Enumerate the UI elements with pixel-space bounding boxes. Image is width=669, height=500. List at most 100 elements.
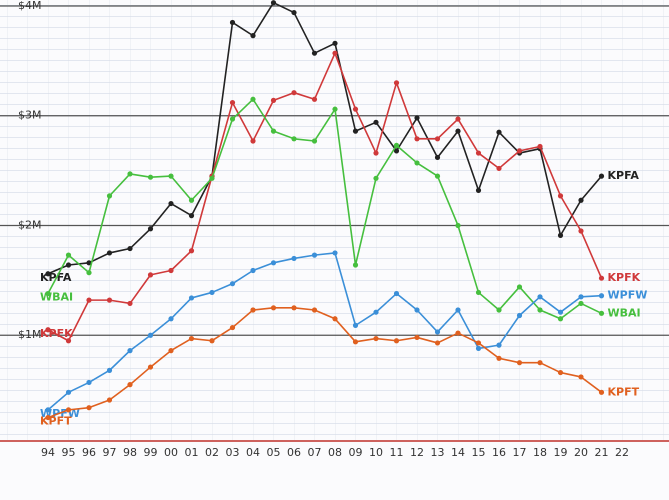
x-tick-label: 03 [226, 446, 240, 459]
x-tick-label: 08 [328, 446, 342, 459]
series-line [47, 1, 603, 275]
point [598, 310, 605, 316]
point [147, 226, 154, 232]
point [229, 281, 236, 287]
point [557, 316, 564, 322]
x-tick-label: 17 [513, 446, 527, 459]
point [537, 143, 543, 150]
point [270, 128, 277, 134]
x-tick-label: 19 [554, 446, 568, 459]
point [496, 165, 502, 172]
x-tick-label: 96 [82, 446, 96, 459]
point [496, 355, 502, 361]
point [291, 255, 297, 262]
point [86, 260, 92, 266]
point [250, 267, 256, 274]
series-line [47, 307, 602, 419]
point [168, 173, 174, 179]
point [352, 322, 359, 328]
x-tick-label: 94 [41, 446, 55, 459]
point [147, 174, 154, 180]
point [270, 97, 277, 103]
point [65, 262, 72, 268]
point [557, 232, 564, 238]
point [291, 90, 297, 96]
x-tick-label: 95 [62, 446, 76, 459]
point [147, 332, 154, 338]
series-label-left: WBAI [40, 291, 73, 304]
x-tick-label: 05 [267, 446, 281, 459]
x-tick-label: 97 [103, 446, 117, 459]
series-line [47, 252, 602, 411]
series-label-left: KPFK [40, 327, 73, 340]
point [598, 293, 605, 299]
point [311, 96, 318, 102]
point [45, 407, 51, 413]
point [414, 115, 420, 121]
series-line [47, 98, 602, 320]
point [516, 148, 523, 154]
point [578, 228, 584, 234]
point [414, 136, 420, 142]
point [65, 389, 72, 395]
point [475, 150, 482, 156]
point [311, 252, 318, 258]
point [65, 252, 72, 258]
point [434, 136, 441, 142]
point [475, 187, 482, 193]
point [352, 106, 359, 112]
point [127, 382, 133, 388]
point [598, 275, 605, 281]
point [516, 312, 523, 319]
point [578, 294, 584, 300]
point [291, 305, 297, 311]
x-tick-label: 07 [308, 446, 322, 459]
y-tick-label: $4M [18, 0, 42, 12]
x-tick-label: 98 [123, 446, 137, 459]
point [516, 360, 523, 366]
point [209, 175, 215, 181]
point [45, 327, 51, 333]
point [45, 414, 51, 421]
point [106, 250, 113, 256]
point [270, 260, 277, 266]
point [127, 245, 133, 252]
point [393, 290, 400, 297]
point [373, 119, 379, 125]
point [229, 19, 236, 26]
point [250, 138, 256, 144]
point [496, 307, 502, 313]
point [557, 369, 564, 376]
point [516, 284, 523, 290]
point [311, 50, 318, 56]
point [147, 364, 154, 370]
series-label-right: KPFT [608, 385, 640, 398]
point [496, 342, 502, 348]
point [557, 193, 564, 199]
x-tick-label: 99 [144, 446, 158, 459]
series-line [47, 52, 603, 342]
point [373, 150, 379, 156]
point [537, 294, 543, 300]
point [352, 262, 359, 268]
point [557, 309, 564, 315]
point [229, 116, 236, 122]
point [578, 374, 584, 380]
x-tick-label: 15 [472, 446, 486, 459]
point [106, 397, 113, 403]
x-tick-label: 12 [410, 446, 424, 459]
point [86, 297, 92, 303]
point [168, 200, 174, 207]
series-label-left: KPFT [40, 415, 72, 428]
y-tick-label: $2M [18, 218, 42, 231]
point [455, 330, 461, 336]
point [373, 335, 379, 342]
point [332, 316, 338, 322]
point [106, 297, 113, 303]
point [45, 271, 51, 277]
point [65, 407, 72, 413]
point [578, 197, 584, 203]
point [332, 250, 338, 256]
point [414, 334, 420, 341]
point [229, 324, 236, 331]
